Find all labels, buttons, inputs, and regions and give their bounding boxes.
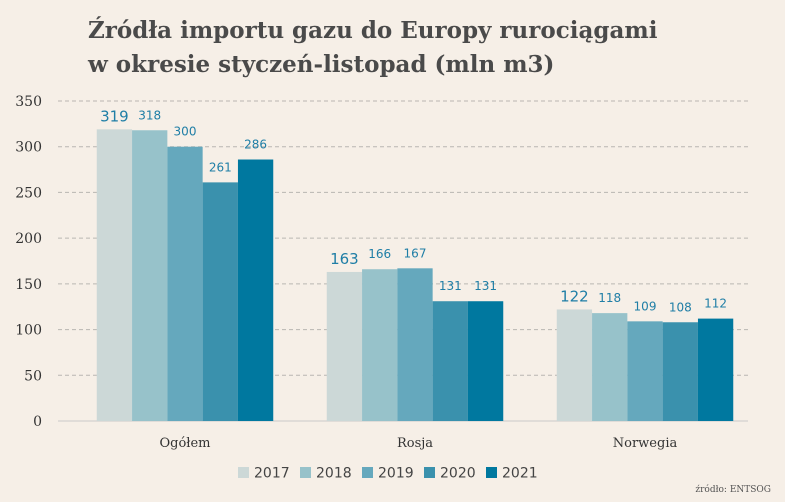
bar xyxy=(326,271,363,421)
bar xyxy=(697,318,734,421)
data-label: 109 xyxy=(634,299,657,313)
data-label: 118 xyxy=(598,291,621,305)
bar xyxy=(362,269,398,421)
legend-swatch xyxy=(362,467,373,478)
legend-swatch xyxy=(424,467,435,478)
bar xyxy=(202,182,238,421)
bar xyxy=(96,129,133,422)
bar xyxy=(662,322,698,421)
data-label: 318 xyxy=(138,108,161,122)
legend-label: 2018 xyxy=(316,466,352,482)
y-tick-label: 350 xyxy=(15,94,42,110)
x-axis: Ogółem Rosja Norwegia xyxy=(159,436,677,451)
legend-label: 2017 xyxy=(254,466,290,482)
y-tick-label: 300 xyxy=(15,140,42,156)
y-tick-label: 250 xyxy=(15,185,42,201)
data-label: 122 xyxy=(560,287,589,305)
data-label: 131 xyxy=(474,279,497,293)
y-axis: 0 50 100 150 200 250 300 350 xyxy=(15,94,42,430)
chart-title: Źródła importu gazu do Europy rurociągam… xyxy=(88,14,708,82)
data-label: 112 xyxy=(704,297,727,311)
legend-label: 2020 xyxy=(440,466,476,482)
data-label: 166 xyxy=(368,247,391,261)
data-label: 131 xyxy=(439,279,462,293)
bar xyxy=(432,301,468,421)
bar xyxy=(167,146,203,421)
data-label: 319 xyxy=(100,107,129,125)
bar xyxy=(627,321,663,421)
chart-title-line-1: Źródła importu gazu do Europy rurociągam… xyxy=(88,17,658,44)
data-label: 286 xyxy=(244,138,267,152)
y-tick-label: 0 xyxy=(33,414,42,430)
bar xyxy=(592,313,628,421)
y-tick-label: 50 xyxy=(24,368,42,384)
legend-swatch xyxy=(486,467,497,478)
legend: 2017 2018 2019 2020 2021 xyxy=(238,466,538,482)
bar xyxy=(556,309,593,421)
data-label: 167 xyxy=(404,246,427,260)
y-tick-label: 150 xyxy=(15,277,42,293)
x-tick-label: Ogółem xyxy=(159,436,210,451)
y-tick-label: 100 xyxy=(15,323,42,339)
data-labels: 319 318 300 261 286 163 166 167 131 131 122 118 109 1… xyxy=(100,107,727,314)
data-label: 261 xyxy=(209,160,232,174)
legend-label: 2019 xyxy=(378,466,414,482)
legend-swatch xyxy=(238,467,249,478)
bar xyxy=(397,268,433,421)
y-tick-label: 200 xyxy=(15,231,42,247)
bar xyxy=(132,130,168,421)
bar xyxy=(237,159,274,421)
data-label: 300 xyxy=(174,125,197,139)
bars xyxy=(96,129,734,422)
x-tick-label: Norwegia xyxy=(613,436,678,451)
x-tick-label: Rosja xyxy=(397,436,433,451)
source-note: źródło: ENTSOG xyxy=(695,485,771,495)
chart-title-line-2: w okresie styczeń-listopad (mln m3) xyxy=(88,51,555,78)
data-label: 163 xyxy=(330,250,359,268)
data-label: 108 xyxy=(669,300,692,314)
legend-label: 2021 xyxy=(502,466,538,482)
legend-swatch xyxy=(300,467,311,478)
bar xyxy=(467,301,504,421)
